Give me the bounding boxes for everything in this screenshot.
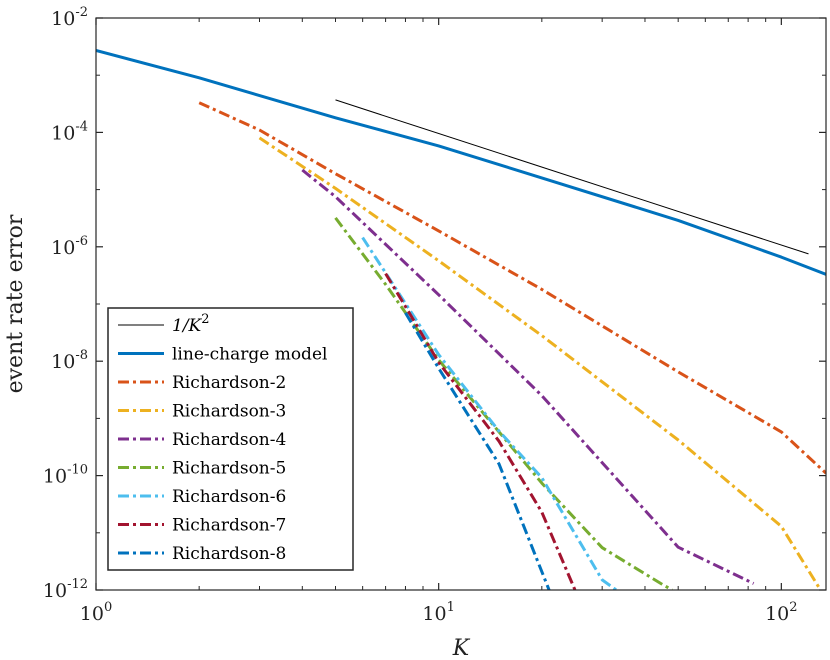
x-tick-label: 100 <box>80 600 112 625</box>
y-tick-label: 10-12 <box>43 577 88 602</box>
y-axis-label: event rate error <box>3 214 28 393</box>
y-tick-label: 10-4 <box>51 119 88 144</box>
legend-label-richardson-5: Richardson-5 <box>172 459 286 479</box>
series-line-richardson-3 <box>258 136 823 590</box>
series-line-richardson-8 <box>404 312 551 590</box>
legend-label-line-charge-model: line-charge model <box>172 345 327 365</box>
series-line-1-k <box>335 99 809 255</box>
series-line-richardson-6 <box>361 236 618 590</box>
legend-label-richardson-2: Richardson-2 <box>172 373 286 393</box>
legend: 1/K2 line-charge model Richardson-2 Richard… <box>107 307 354 571</box>
legend-label-richardson-7: Richardson-7 <box>172 516 286 536</box>
legend-label-richardson-4: Richardson-4 <box>172 430 286 450</box>
y-tick-label: 10-2 <box>51 5 88 30</box>
x-tick-label: 102 <box>765 600 797 625</box>
series-line-line-charge-model <box>96 49 826 276</box>
series-line-richardson-7 <box>384 272 577 590</box>
series-layer <box>96 49 826 590</box>
legend-label-richardson-6: Richardson-6 <box>172 487 286 507</box>
y-tick-label: 10-8 <box>51 348 88 373</box>
legend-label-1-k: 1/K2 <box>172 312 210 336</box>
x-axis-label: K <box>452 636 471 660</box>
series-line-richardson-2 <box>198 101 826 475</box>
legend-label-richardson-8: Richardson-8 <box>172 544 286 564</box>
y-tick-label: 10-6 <box>51 234 88 259</box>
x-tick-label: 101 <box>422 600 454 625</box>
series-line-richardson-5 <box>334 216 673 590</box>
tick-layer: 100 101 102 10-12 10-10 10-8 10-6 10-4 10-2 <box>43 5 826 625</box>
legend-label-richardson-3: Richardson-3 <box>172 402 286 422</box>
y-tick-label: 10-10 <box>43 463 88 488</box>
series-line-richardson-4 <box>301 168 755 585</box>
